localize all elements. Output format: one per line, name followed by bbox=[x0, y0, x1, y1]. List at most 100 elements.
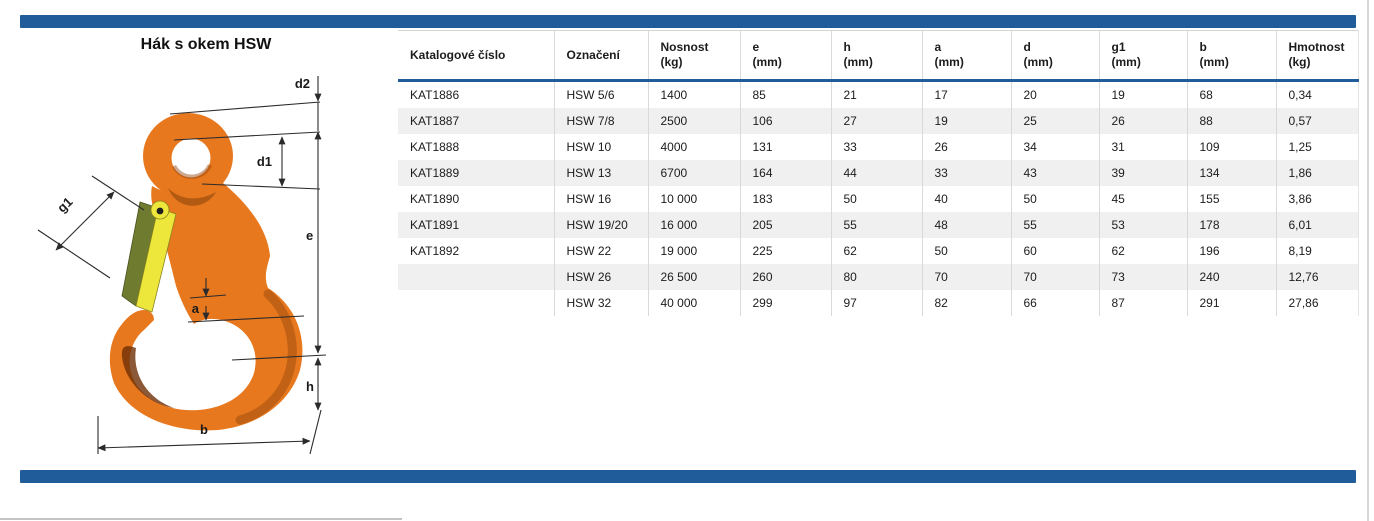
table-cell: 131 bbox=[739, 134, 831, 160]
table-cell: 45 bbox=[1098, 186, 1187, 212]
table-cell: 299 bbox=[739, 290, 831, 316]
table-cell: 0,57 bbox=[1275, 108, 1359, 134]
table-cell: HSW 13 bbox=[553, 160, 648, 186]
table-cell: 48 bbox=[921, 212, 1011, 238]
bottom-accent-bar bbox=[20, 470, 1356, 483]
table-cell: 85 bbox=[739, 80, 831, 108]
column-header: Označení bbox=[553, 30, 648, 82]
table-cell: 40 000 bbox=[647, 290, 740, 316]
neck-shadow bbox=[168, 188, 216, 206]
table-row: KAT1890 HSW 16 10 000 183 50 40 50 45 155 3,86 bbox=[398, 186, 1359, 212]
table-cell bbox=[398, 290, 554, 316]
table-cell: 134 bbox=[1186, 160, 1276, 186]
table-cell: 50 bbox=[921, 238, 1011, 264]
table-cell: 3,86 bbox=[1275, 186, 1359, 212]
table-cell: 34 bbox=[1010, 134, 1099, 160]
table-row: KAT1889 HSW 13 6700 164 44 33 43 39 134 1,86 bbox=[398, 160, 1359, 186]
table-cell: 20 bbox=[1010, 80, 1099, 108]
table-cell: 291 bbox=[1186, 290, 1276, 316]
table-cell: KAT1889 bbox=[410, 166, 460, 180]
table-cell: 55 bbox=[830, 212, 922, 238]
column-header: Hmotnost (kg) bbox=[1275, 30, 1359, 82]
table-row: HSW 26 26 500 260 80 70 70 73 240 12,76 bbox=[398, 264, 1359, 290]
table-cell: 260 bbox=[739, 264, 831, 290]
column-header: e (mm) bbox=[739, 30, 831, 82]
dim-label-d2: d2 bbox=[295, 76, 310, 91]
table-cell: 155 bbox=[1186, 186, 1276, 212]
table-cell: KAT1891 bbox=[410, 218, 460, 232]
eye-hole bbox=[171, 138, 211, 178]
table-cell bbox=[398, 264, 554, 290]
table-row: KAT1891 HSW 19/20 16 000 205 55 48 55 53 178 6,01 bbox=[398, 212, 1359, 238]
table-cell: 2500 bbox=[647, 108, 740, 134]
table-cell: 21 bbox=[830, 80, 922, 108]
table-cell: 8,19 bbox=[1275, 238, 1359, 264]
table-row: KAT1888 HSW 10 4000 131 33 26 34 31 109 1,25 bbox=[398, 134, 1359, 160]
table-cell: HSW 22 bbox=[553, 238, 648, 264]
table-cell: 62 bbox=[830, 238, 922, 264]
table-cell: 87 bbox=[1098, 290, 1187, 316]
table-cell: 55 bbox=[1010, 212, 1099, 238]
table-cell: 62 bbox=[1098, 238, 1187, 264]
table-cell: 19 bbox=[921, 108, 1011, 134]
latch-pin-icon bbox=[156, 207, 164, 215]
table-cell: 0,34 bbox=[1275, 80, 1359, 108]
hook-technical-drawing: d2 d1 e g1 a h b bbox=[37, 76, 327, 455]
table-cell: 205 bbox=[739, 212, 831, 238]
dim-label-d1: d1 bbox=[257, 154, 272, 169]
table-cell: 33 bbox=[921, 160, 1011, 186]
table-cell: 1,25 bbox=[1275, 134, 1359, 160]
table-cell: 16 000 bbox=[647, 212, 740, 238]
table-cell: KAT1892 bbox=[410, 244, 460, 258]
table-cell: HSW 26 bbox=[553, 264, 648, 290]
table-cell: 10 000 bbox=[647, 186, 740, 212]
eye-hole-shadow bbox=[172, 163, 213, 180]
table-cell: 106 bbox=[739, 108, 831, 134]
table-cell: 109 bbox=[1186, 134, 1276, 160]
table-cell: 17 bbox=[921, 80, 1011, 108]
table-cell: 60 bbox=[1010, 238, 1099, 264]
table-cell: 70 bbox=[1010, 264, 1099, 290]
page-bottom-border bbox=[0, 518, 402, 520]
dim-label-g1: g1 bbox=[54, 194, 75, 215]
table-row: KAT1892 HSW 22 19 000 225 62 50 60 62 196 8,19 bbox=[398, 238, 1359, 264]
dim-label-e: e bbox=[306, 228, 313, 243]
table-cell: 19 bbox=[1098, 80, 1187, 108]
table-cell: 1,86 bbox=[1275, 160, 1359, 186]
column-header: d (mm) bbox=[1010, 30, 1099, 82]
table-cell: HSW 5/6 bbox=[553, 80, 648, 108]
table-cell: 68 bbox=[1186, 80, 1276, 108]
table-cell: 70 bbox=[921, 264, 1011, 290]
dim-label-h: h bbox=[306, 379, 314, 394]
table-cell: 183 bbox=[739, 186, 831, 212]
dim-label-b: b bbox=[200, 422, 208, 437]
table-row: KAT1887 HSW 7/8 2500 106 27 19 25 26 88 0,57 bbox=[398, 108, 1359, 134]
table-cell: 50 bbox=[1010, 186, 1099, 212]
table-cell: 50 bbox=[830, 186, 922, 212]
column-header: b (mm) bbox=[1186, 30, 1276, 82]
table-cell: 26 bbox=[921, 134, 1011, 160]
table-cell: HSW 32 bbox=[553, 290, 648, 316]
page-right-border bbox=[1367, 0, 1369, 521]
table-cell: 27,86 bbox=[1275, 290, 1359, 316]
page-title: Hák s okem HSW bbox=[140, 36, 272, 53]
table-cell: 196 bbox=[1186, 238, 1276, 264]
column-header: g1 (mm) bbox=[1098, 30, 1187, 82]
table-cell: 53 bbox=[1098, 212, 1187, 238]
table-cell: 66 bbox=[1010, 290, 1099, 316]
dim-label-a: a bbox=[192, 301, 200, 316]
table-row: HSW 32 40 000 299 97 82 66 87 291 27,86 bbox=[398, 290, 1359, 316]
table-header-row: Katalogové číslo Označení Nosnost (kg) e (mm)… bbox=[398, 30, 1359, 82]
table-row: KAT1886 HSW 5/6 1400 85 21 17 20 19 68 0,34 bbox=[398, 80, 1359, 108]
table-cell: 97 bbox=[830, 290, 922, 316]
safety-latch bbox=[121, 200, 177, 313]
table-cell: 178 bbox=[1186, 212, 1276, 238]
table-cell: 4000 bbox=[647, 134, 740, 160]
table-cell: 88 bbox=[1186, 108, 1276, 134]
top-accent-bar bbox=[20, 15, 1356, 28]
column-header: h (mm) bbox=[830, 30, 922, 82]
table-cell: 12,76 bbox=[1275, 264, 1359, 290]
table-cell: KAT1888 bbox=[410, 140, 460, 154]
bowl-groove bbox=[235, 289, 297, 425]
